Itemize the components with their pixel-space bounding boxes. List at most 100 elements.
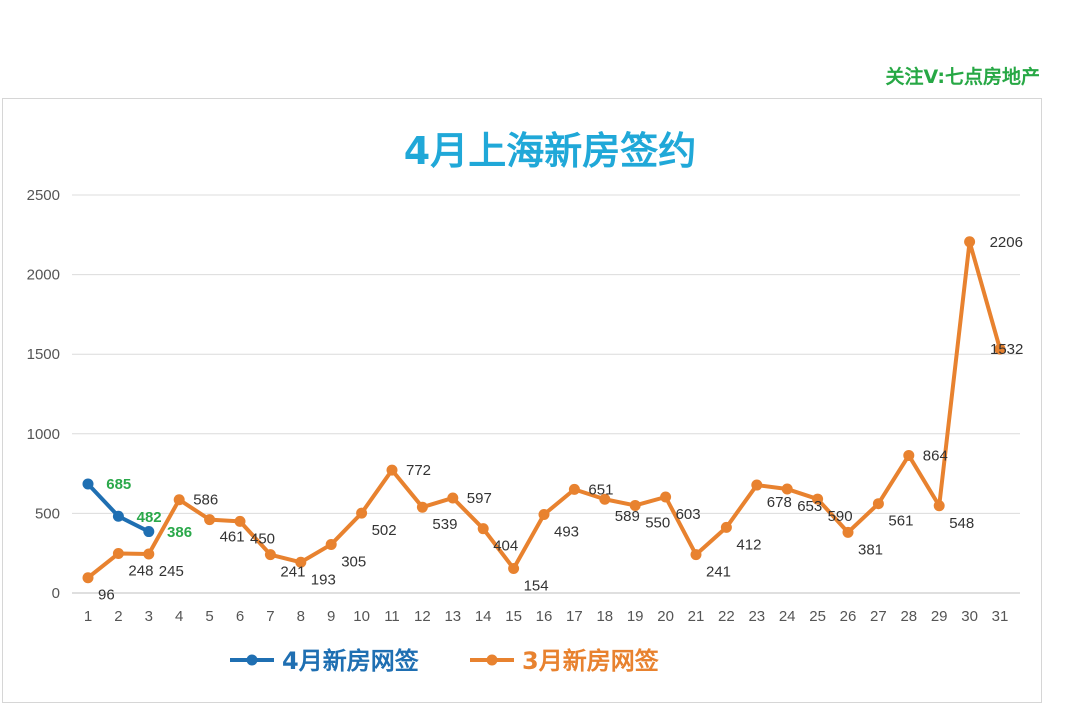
data-label-march: 651 bbox=[588, 481, 613, 498]
y-tick-label: 0 bbox=[52, 585, 60, 602]
data-label-april: 685 bbox=[106, 476, 131, 493]
series-layer bbox=[82, 236, 1006, 584]
legend-swatch-marker bbox=[486, 654, 498, 666]
x-tick-label: 18 bbox=[596, 608, 613, 625]
x-tick-label: 29 bbox=[931, 608, 948, 625]
x-tick-label: 12 bbox=[414, 608, 431, 625]
data-label-march: 305 bbox=[341, 553, 366, 570]
data-label-march: 678 bbox=[767, 494, 792, 511]
data-point-march bbox=[416, 501, 428, 513]
data-point-march bbox=[690, 549, 702, 561]
x-tick-label: 16 bbox=[536, 608, 553, 625]
data-label-march: 493 bbox=[554, 524, 579, 541]
x-tick-label: 6 bbox=[236, 608, 244, 625]
data-labels: 96 248 245 586 461 450 241 193 305 502 772 539 597 40… bbox=[98, 234, 1023, 604]
data-point-march bbox=[903, 449, 915, 461]
data-point-april bbox=[112, 510, 124, 522]
data-point-march bbox=[204, 514, 216, 526]
x-tick-label: 15 bbox=[505, 608, 522, 625]
data-label-march: 248 bbox=[128, 563, 153, 580]
data-point-march bbox=[143, 548, 155, 560]
data-point-march bbox=[599, 493, 611, 505]
x-tick-label: 11 bbox=[384, 608, 400, 625]
data-label-march: 589 bbox=[615, 508, 640, 525]
x-tick-label: 27 bbox=[870, 608, 887, 625]
x-tick-label: 23 bbox=[748, 608, 765, 625]
data-label-march: 450 bbox=[250, 530, 275, 547]
data-point-march bbox=[508, 562, 520, 574]
data-label-march: 241 bbox=[706, 564, 731, 581]
x-tick-label: 4 bbox=[175, 608, 183, 625]
data-label-march: 550 bbox=[645, 514, 670, 531]
data-point-march bbox=[842, 526, 854, 538]
x-tick-label: 9 bbox=[327, 608, 335, 625]
x-tick-label: 31 bbox=[992, 608, 1009, 625]
data-point-march bbox=[568, 483, 580, 495]
data-label-april: 386 bbox=[167, 524, 192, 541]
data-point-march bbox=[112, 548, 124, 560]
data-label-march: 590 bbox=[828, 508, 853, 525]
x-tick-label: 8 bbox=[297, 608, 305, 625]
data-label-march: 381 bbox=[858, 541, 883, 558]
data-label-march: 586 bbox=[193, 492, 218, 509]
chart-title: 4月上海新房签约 bbox=[403, 129, 697, 173]
data-label-march: 241 bbox=[280, 564, 305, 581]
data-label-april: 482 bbox=[137, 509, 162, 526]
data-point-march bbox=[629, 499, 641, 511]
x-tick-label: 22 bbox=[718, 608, 735, 625]
legend: 4月新房网签 3月新房网签 bbox=[230, 647, 660, 675]
x-tick-label: 21 bbox=[688, 608, 705, 625]
x-tick-label: 2 bbox=[114, 608, 122, 625]
data-point-march bbox=[538, 509, 550, 521]
data-point-march bbox=[964, 236, 976, 248]
data-label-march: 154 bbox=[524, 577, 549, 594]
data-label-march: 412 bbox=[736, 536, 761, 553]
data-point-march bbox=[720, 521, 732, 533]
data-point-march bbox=[295, 556, 307, 568]
data-point-march bbox=[325, 538, 337, 550]
data-label-march: 404 bbox=[493, 538, 518, 555]
data-point-march bbox=[386, 464, 398, 476]
data-label-march: 603 bbox=[676, 506, 701, 523]
data-label-march: 1532 bbox=[990, 341, 1023, 358]
data-point-april bbox=[143, 526, 155, 538]
y-axis-ticks: 0 500 1000 1500 2000 2500 bbox=[27, 187, 60, 602]
data-label-march: 2206 bbox=[990, 234, 1023, 251]
data-label-march: 548 bbox=[949, 515, 974, 532]
data-point-march bbox=[356, 507, 368, 519]
watermark-text: 关注V:七点房地产 bbox=[885, 66, 1040, 88]
x-axis-ticks: 1 2 3 4 5 6 7 8 9 10 11 12 13 14 15 16 17 18 19 20 21 22 23 24 2… bbox=[84, 608, 1009, 625]
x-tick-label: 14 bbox=[475, 608, 492, 625]
x-tick-label: 7 bbox=[266, 608, 274, 625]
y-tick-label: 1500 bbox=[27, 346, 60, 363]
data-label-march: 597 bbox=[467, 490, 492, 507]
data-label-march: 539 bbox=[432, 516, 457, 533]
y-tick-label: 1000 bbox=[27, 426, 60, 443]
data-label-march: 864 bbox=[923, 447, 948, 464]
x-tick-label: 13 bbox=[444, 608, 461, 625]
data-point-march bbox=[447, 492, 459, 504]
legend-label: 4月新房网签 bbox=[282, 647, 420, 675]
data-label-march: 245 bbox=[159, 563, 184, 580]
data-point-march bbox=[781, 483, 793, 495]
data-label-march: 461 bbox=[220, 529, 245, 546]
data-point-march bbox=[660, 491, 672, 503]
data-label-march: 96 bbox=[98, 587, 115, 604]
data-point-march bbox=[933, 500, 945, 512]
x-tick-label: 3 bbox=[145, 608, 153, 625]
data-point-april bbox=[82, 478, 94, 490]
data-point-march bbox=[477, 523, 489, 535]
data-label-march: 502 bbox=[372, 522, 397, 539]
legend-label: 3月新房网签 bbox=[522, 647, 660, 675]
x-tick-label: 5 bbox=[205, 608, 213, 625]
x-tick-label: 26 bbox=[840, 608, 857, 625]
data-point-march bbox=[234, 515, 246, 527]
data-point-march bbox=[751, 479, 763, 491]
y-tick-label: 500 bbox=[35, 505, 60, 522]
x-tick-label: 19 bbox=[627, 608, 644, 625]
data-point-march bbox=[812, 493, 824, 505]
grid-lines bbox=[72, 194, 1020, 594]
data-label-march: 193 bbox=[311, 571, 336, 588]
legend-swatch-marker bbox=[246, 654, 258, 666]
